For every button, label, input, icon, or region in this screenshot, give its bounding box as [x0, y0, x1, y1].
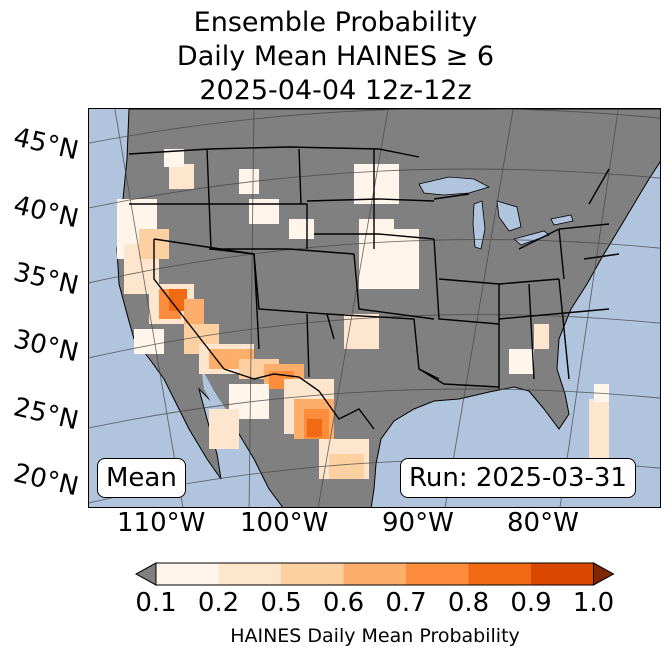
map-svg — [89, 109, 660, 507]
colorbar-tick-label: 0.2 — [197, 588, 240, 618]
probability-patch — [374, 259, 419, 289]
colorbar-tick-label: 0.1 — [135, 588, 177, 618]
colorbar-tick-label: 0.8 — [447, 588, 490, 618]
lon-label-100: 100°W — [240, 508, 329, 538]
lon-label-90: 90°W — [382, 508, 454, 538]
probability-patch — [509, 349, 534, 374]
probability-patch — [134, 329, 164, 354]
colorbar-over-arrow — [593, 562, 615, 586]
state-borders — [128, 146, 620, 430]
lat-label-30: 30°N — [10, 324, 82, 369]
probability-patch — [589, 399, 609, 459]
colorbar-cell — [468, 563, 531, 585]
lat-label-25: 25°N — [10, 392, 82, 437]
probability-patch — [164, 149, 184, 167]
probability-patch — [249, 199, 279, 224]
stat-label-box: Mean — [97, 458, 186, 498]
title-line-1: Ensemble Probability — [193, 7, 478, 38]
lon-label-110: 110°W — [117, 508, 206, 538]
colorbar-cell — [156, 563, 219, 585]
title-line-2: Daily Mean HAINES ≥ 6 — [176, 41, 495, 72]
probability-patch — [354, 164, 399, 204]
colorbar-cell — [531, 563, 594, 585]
colorbar-tick-label: 0.9 — [510, 588, 552, 618]
colorbar-label: HAINES Daily Mean Probability — [230, 625, 520, 647]
colorbar-cell — [406, 563, 469, 585]
map-panel — [88, 108, 661, 508]
colorbar-cell — [281, 563, 344, 585]
colorbar-cell — [343, 563, 406, 585]
lake-erie — [513, 230, 550, 246]
lat-label-45: 45°N — [10, 122, 82, 167]
lake-superior — [418, 176, 491, 196]
colorbar-tick-label: 0.6 — [322, 588, 365, 618]
probability-patch — [344, 314, 379, 349]
lat-label-20: 20°N — [10, 458, 82, 503]
colorbar-tick-label: 0.7 — [385, 588, 427, 618]
title-line-3: 2025-04-04 12z-12z — [199, 75, 472, 106]
lake-huron — [496, 200, 522, 232]
probability-patch — [169, 164, 194, 189]
colorbar-tick-label: 0.5 — [260, 588, 302, 618]
probability-patch — [307, 419, 322, 437]
colorbar — [134, 562, 615, 586]
lat-label-40: 40°N — [10, 190, 82, 235]
lon-label-80: 80°W — [507, 508, 579, 538]
lat-label-35: 35°N — [10, 257, 82, 302]
probability-patch — [209, 409, 239, 449]
probability-patch — [289, 219, 314, 239]
lake-ontario — [550, 214, 574, 226]
colorbar-tick-label: 1.0 — [572, 588, 615, 618]
probability-patch — [394, 229, 419, 259]
probability-patch — [534, 324, 549, 349]
colorbar-under-arrow — [134, 562, 157, 586]
probability-patch — [329, 454, 364, 479]
graticule — [89, 109, 660, 507]
colorbar-cell — [218, 563, 281, 585]
run-label-box: Run: 2025-03-31 — [400, 458, 636, 498]
probability-patch — [169, 289, 187, 311]
lake-michigan — [472, 200, 486, 250]
probability-patch — [184, 299, 204, 324]
